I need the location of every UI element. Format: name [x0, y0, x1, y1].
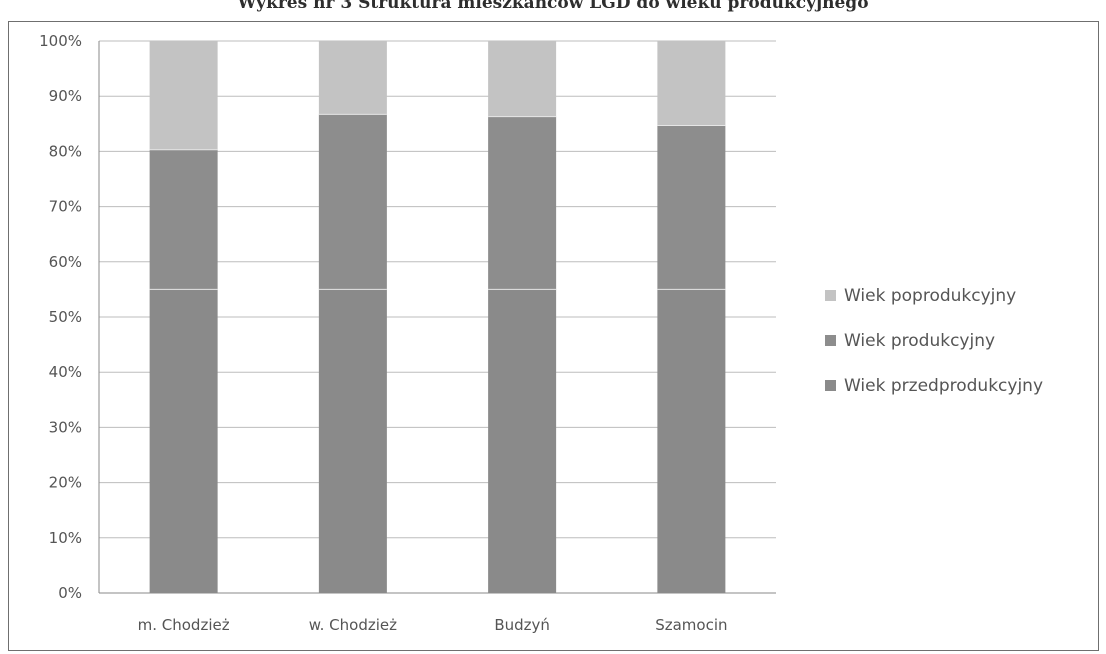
- legend-label: Wiek przedprodukcyjny: [844, 376, 1043, 396]
- y-tick-label: 50%: [49, 308, 82, 326]
- legend-label: Wiek poprodukcyjny: [844, 286, 1016, 306]
- bar-segment: [657, 41, 726, 126]
- y-tick-label: 40%: [49, 363, 82, 381]
- bar-segment: [488, 41, 557, 117]
- x-tick-label: m. Chodzież: [138, 616, 230, 634]
- y-tick-label: 100%: [39, 32, 82, 50]
- x-tick-label: Budzyń: [494, 616, 550, 634]
- x-tick-label: Szamocin: [655, 616, 727, 634]
- x-tick-label: w. Chodzież: [309, 616, 397, 634]
- bar-segment: [149, 41, 218, 150]
- bar-segment: [318, 289, 387, 593]
- y-tick-label: 30%: [49, 418, 82, 436]
- bar-segment: [318, 41, 387, 115]
- chart-title: Wykres nr 3 Struktura mieszkańców LGD do…: [237, 0, 869, 13]
- y-tick-label: 0%: [58, 584, 82, 602]
- legend-swatch: [825, 380, 836, 391]
- y-tick-label: 10%: [49, 529, 82, 547]
- bar-segment: [318, 114, 387, 290]
- bar-segment: [149, 289, 218, 593]
- bar-segment: [657, 125, 726, 290]
- legend-swatch: [825, 335, 836, 346]
- y-tick-label: 60%: [49, 253, 82, 271]
- legend-label: Wiek produkcyjny: [844, 331, 995, 351]
- y-tick-label: 70%: [49, 198, 82, 216]
- bar-segment: [657, 289, 726, 593]
- bar-segment: [488, 116, 557, 290]
- y-tick-label: 20%: [49, 474, 82, 492]
- bar-segment: [488, 289, 557, 593]
- legend-swatch: [825, 290, 836, 301]
- bar-segment: [149, 149, 218, 290]
- y-tick-label: 90%: [49, 87, 82, 105]
- y-tick-label: 80%: [49, 142, 82, 160]
